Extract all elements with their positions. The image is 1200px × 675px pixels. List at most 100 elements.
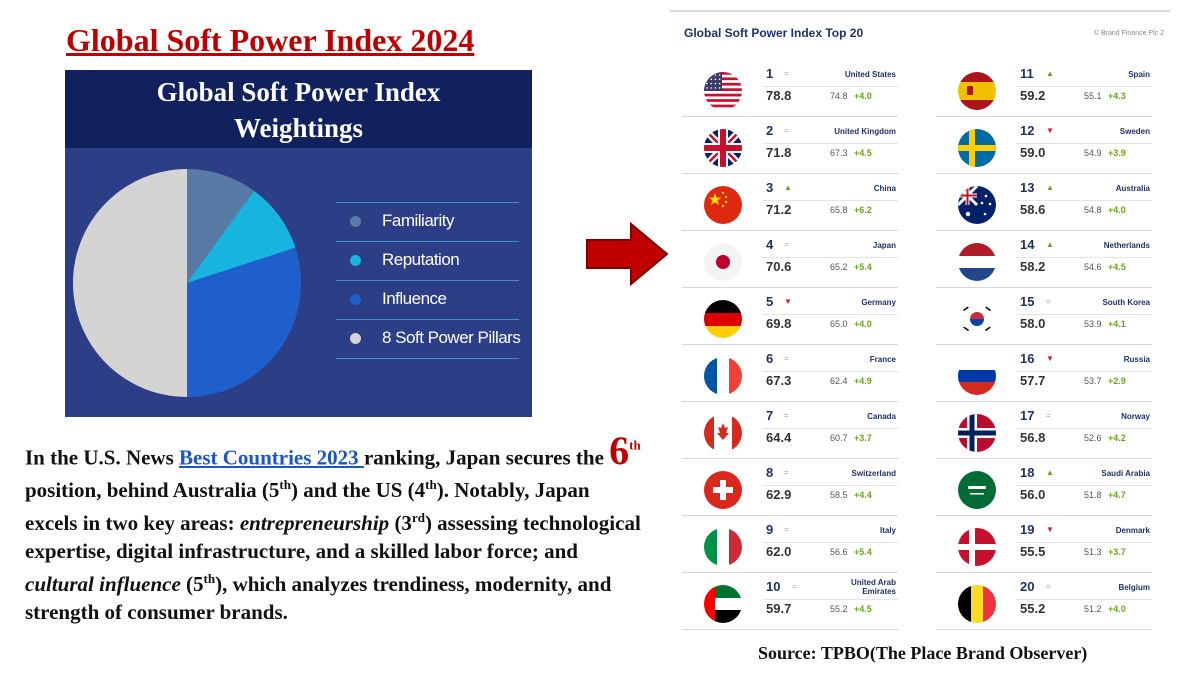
page-title: Global Soft Power Index 2024: [66, 22, 475, 58]
score-change: +4.5: [854, 148, 872, 158]
trend-indicator-icon: ▼: [784, 297, 792, 306]
table-row: 5 ▼ Germany 69.8 65.0 +4.0: [682, 288, 898, 345]
table-credit: © Brand Finance Plc 2: [1093, 30, 1164, 37]
flag-au-icon: [958, 186, 996, 224]
legend-item: Familiarity: [336, 202, 519, 241]
legend-label: 8 Soft Power Pillars: [382, 328, 521, 347]
rank-number: 10: [766, 579, 781, 594]
score-2024: 71.8: [766, 145, 792, 160]
trend-indicator-icon: =: [1046, 411, 1051, 420]
score-change: +4.0: [1108, 205, 1126, 215]
row-divider: [762, 143, 898, 144]
flag-it-icon: [704, 528, 742, 566]
legend-label: Familiarity: [382, 211, 454, 230]
row-divider: [762, 428, 898, 429]
right-arrow-icon: [586, 222, 669, 286]
trend-indicator-icon: =: [1046, 582, 1051, 591]
score-2023: 51.2: [1084, 604, 1102, 614]
row-divider: [762, 200, 898, 201]
score-2023: 56.6: [830, 547, 848, 557]
ranking-table: Global Soft Power Index Top 20 © Brand F…: [670, 10, 1170, 638]
score-2023: 51.3: [1084, 547, 1102, 557]
score-2023: 54.6: [1084, 262, 1102, 272]
score-2024: 67.3: [766, 373, 792, 388]
score-2023: 55.1: [1084, 91, 1102, 101]
score-change: +3.9: [1108, 148, 1126, 158]
score-2023: 62.4: [830, 376, 848, 386]
row-divider: [1016, 542, 1152, 543]
score-2023: 54.8: [1084, 205, 1102, 215]
row-divider: [762, 86, 898, 87]
flag-us-icon: [704, 72, 742, 110]
score-change: +3.7: [854, 433, 872, 443]
pie-chart-title: Global Soft Power Index Weightings: [65, 70, 532, 148]
rank-number: 11: [1020, 66, 1034, 81]
country-name: Spain: [1128, 70, 1150, 79]
country-name: Germany: [861, 298, 896, 307]
table-row: 4 = Japan 70.6 65.2 +5.4: [682, 231, 898, 288]
trend-indicator-icon: ▲: [1046, 468, 1054, 477]
score-2024: 59.2: [1020, 88, 1046, 103]
rank-number: 20: [1020, 579, 1035, 594]
rank-number: 14: [1020, 237, 1035, 252]
table-row: 13 ▲ Australia 58.6 54.8 +4.0: [936, 174, 1152, 231]
best-countries-link[interactable]: Best Countries 2023: [179, 445, 364, 470]
score-change: +4.2: [1108, 433, 1126, 443]
score-2023: 51.8: [1084, 490, 1102, 500]
score-2023: 65.0: [830, 319, 848, 329]
table-row: 7 = Canada 64.4 60.7 +3.7: [682, 402, 898, 459]
pie-slice-8-soft-power-pillars: [73, 169, 187, 397]
rank-number: 18: [1020, 465, 1035, 480]
table-row: 18 ▲ Saudi Arabia 56.0 51.8 +4.7: [936, 459, 1152, 516]
flag-cn-icon: [704, 186, 742, 224]
country-name: Saudi Arabia: [1101, 469, 1150, 478]
legend-swatch: [350, 333, 361, 344]
country-name: Australia: [1115, 184, 1150, 193]
rank-number: 9: [766, 522, 774, 537]
country-name: United Arab Emirates: [850, 578, 896, 596]
rank-number: 19: [1020, 522, 1035, 537]
score-2024: 78.8: [766, 88, 792, 103]
score-2024: 70.6: [766, 259, 792, 274]
country-name: United States: [844, 70, 896, 79]
trend-indicator-icon: =: [784, 468, 789, 477]
rank-number: 4: [766, 237, 774, 252]
country-name: United Kingdom: [834, 127, 896, 136]
score-2024: 56.0: [1020, 487, 1046, 502]
trend-indicator-icon: ▼: [1046, 354, 1054, 363]
rank-number: 17: [1020, 408, 1035, 423]
table-title: Global Soft Power Index Top 20: [684, 26, 864, 40]
flag-nl-icon: [958, 243, 996, 281]
score-2024: 58.6: [1020, 202, 1046, 217]
country-name: Belgium: [1118, 583, 1150, 592]
country-name: Switzerland: [851, 469, 896, 478]
score-2024: 55.5: [1020, 544, 1046, 559]
trend-indicator-icon: ▼: [1046, 126, 1054, 135]
country-name: Canada: [867, 412, 896, 421]
score-change: +4.4: [854, 490, 872, 500]
score-2024: 69.8: [766, 316, 792, 331]
pie-chart: [73, 169, 301, 397]
row-divider: [762, 257, 898, 258]
score-2024: 64.4: [766, 430, 792, 445]
legend-swatch: [350, 255, 361, 266]
pie-slice-reputation: [187, 190, 296, 283]
country-name: China: [873, 184, 896, 193]
score-change: +4.3: [1108, 91, 1126, 101]
trend-indicator-icon: =: [784, 69, 789, 78]
flag-es-icon: [958, 72, 996, 110]
score-2024: 57.7: [1020, 373, 1046, 388]
score-2023: 60.7: [830, 433, 848, 443]
row-divider: [762, 485, 898, 486]
score-2024: 59.0: [1020, 145, 1046, 160]
legend-item: 8 Soft Power Pillars: [336, 319, 521, 359]
flag-kr-icon: [958, 300, 996, 338]
legend-swatch: [350, 294, 361, 305]
flag-ru-icon: [958, 357, 996, 395]
score-2023: 67.3: [830, 148, 848, 158]
country-name: Russia: [1123, 355, 1150, 364]
score-2023: 54.9: [1084, 148, 1102, 158]
score-2023: 74.8: [830, 91, 848, 101]
score-change: +5.4: [854, 262, 872, 272]
table-row: 15 = South Korea 58.0 53.9 +4.1: [936, 288, 1152, 345]
